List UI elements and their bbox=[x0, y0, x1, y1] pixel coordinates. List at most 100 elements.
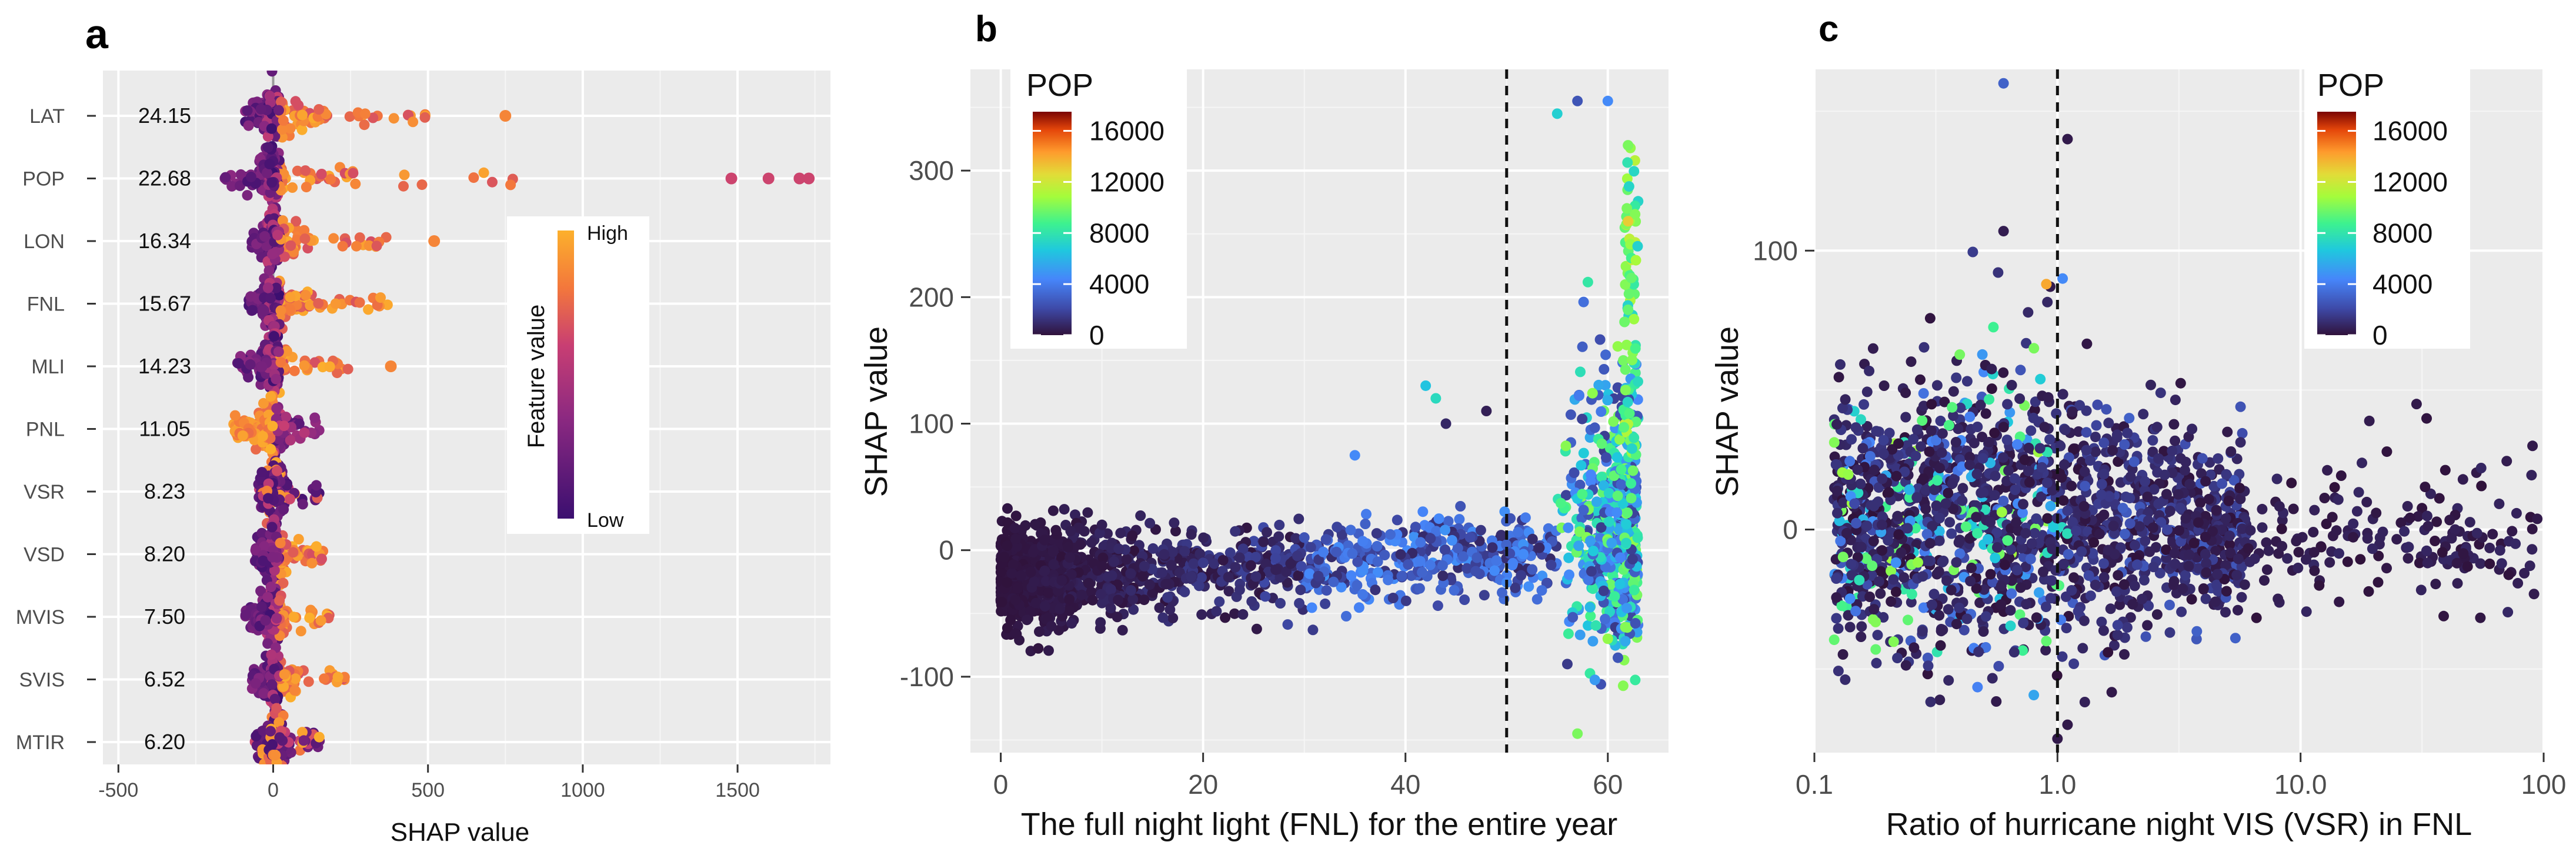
panel-b-point bbox=[1630, 209, 1641, 220]
shap-point-lat bbox=[276, 96, 286, 108]
panel-b-point bbox=[1048, 559, 1059, 570]
feature-label-vsd: VSD bbox=[24, 544, 65, 566]
panel-b-point bbox=[1320, 534, 1332, 545]
panel-b-point bbox=[1431, 526, 1442, 537]
shap-point-svis bbox=[279, 669, 290, 680]
shap-point-mvis bbox=[256, 602, 267, 612]
shap-point-pnl bbox=[267, 420, 278, 432]
feature-importance-lon: 16.34 bbox=[138, 229, 191, 253]
panel-b-point bbox=[1569, 467, 1580, 479]
panel-b-point bbox=[1620, 636, 1631, 647]
shap-point-fnl bbox=[284, 303, 295, 315]
panel-b-point bbox=[1270, 564, 1282, 575]
panel-c-point bbox=[1935, 415, 1946, 426]
shap-point-mvis bbox=[260, 615, 271, 626]
panel-b-point bbox=[1332, 522, 1343, 533]
panel-c-point bbox=[1961, 376, 1973, 387]
panel-b-y-tick-label: 200 bbox=[909, 282, 954, 312]
panel-b-point bbox=[1159, 549, 1170, 560]
shap-point-pop bbox=[325, 173, 336, 185]
panel-c-point bbox=[1998, 367, 2009, 378]
panel-c-point bbox=[2090, 579, 2101, 590]
panel-b-point bbox=[1217, 554, 1229, 566]
panel-b-point bbox=[1230, 526, 1241, 537]
shap-point-mvis bbox=[304, 612, 315, 623]
panel-a-x-tick-label: 500 bbox=[411, 779, 445, 801]
panel-b-point bbox=[1223, 586, 1234, 597]
shap-point-vsd bbox=[275, 537, 286, 549]
panel-c-point bbox=[1944, 517, 1956, 528]
panel-b-point bbox=[1002, 577, 1013, 588]
panel-b-point bbox=[1097, 552, 1109, 563]
panel-c-point bbox=[1840, 674, 1851, 685]
panel-b-y-tick-label: -100 bbox=[900, 661, 954, 692]
panel-b-point bbox=[1193, 580, 1204, 592]
panel-b-point bbox=[1527, 564, 1538, 575]
panel-b-point bbox=[1336, 529, 1347, 540]
panel-b-point bbox=[1211, 606, 1222, 617]
panel-c-point bbox=[2029, 405, 2040, 415]
panel-b-point bbox=[1156, 567, 1167, 578]
shap-point-lon bbox=[285, 240, 296, 251]
panel-b-point bbox=[1336, 582, 1347, 593]
panel-b-point bbox=[1622, 507, 1633, 518]
shap-point-pnl bbox=[299, 427, 310, 438]
shap-point-pop bbox=[245, 171, 256, 182]
panel-b-point bbox=[1564, 569, 1574, 580]
shap-point-lat bbox=[313, 104, 325, 115]
shap-point-mtir bbox=[267, 739, 278, 750]
panel-a-background bbox=[103, 71, 830, 764]
panel-b-point bbox=[1372, 540, 1383, 552]
panel-b-point bbox=[1296, 561, 1307, 572]
panel-b-point bbox=[1425, 533, 1436, 544]
panel-b-point bbox=[1166, 560, 1177, 571]
panel-b-point bbox=[1440, 524, 1451, 536]
panel-b-point bbox=[1629, 166, 1640, 177]
panel-b-point bbox=[1590, 620, 1601, 631]
shap-point-mli bbox=[275, 357, 286, 368]
panel-b-point bbox=[1002, 503, 1013, 514]
panel-b-legend-tick-label: 12000 bbox=[1089, 166, 1164, 197]
shap-point-vsd bbox=[306, 557, 318, 569]
panel-c-point bbox=[2138, 574, 2150, 586]
panel-b-point bbox=[1196, 572, 1207, 583]
panel-c-point bbox=[1943, 675, 1954, 686]
shap-point-lat bbox=[264, 91, 275, 102]
panel-b-point bbox=[1094, 527, 1105, 539]
panel-b-point bbox=[1357, 589, 1368, 600]
panel-b-point bbox=[1626, 478, 1637, 489]
panel-b-point bbox=[1372, 567, 1383, 578]
panel-c-point bbox=[1829, 451, 1840, 462]
panel-label-c: c bbox=[1818, 9, 1838, 49]
shap-point-lon bbox=[328, 233, 339, 244]
panel-b-point bbox=[1563, 522, 1574, 533]
panel-b-point bbox=[1346, 570, 1357, 581]
shap-point-mtir bbox=[270, 750, 281, 761]
panel-b-point bbox=[1632, 532, 1643, 543]
shap-point-mvis bbox=[265, 582, 276, 593]
panel-b-point bbox=[1371, 528, 1382, 539]
panel-c-points bbox=[1828, 78, 2543, 744]
panel-b-point bbox=[1633, 376, 1643, 387]
shap-point-svis bbox=[319, 673, 330, 684]
panel-b-point bbox=[1095, 617, 1106, 628]
panel-b-point bbox=[1630, 674, 1641, 686]
panel-b-point bbox=[1513, 527, 1524, 538]
shap-point-mvis bbox=[262, 592, 273, 603]
panel-b-point bbox=[1575, 366, 1586, 377]
panel-b-point bbox=[1293, 570, 1304, 581]
panel-b-point bbox=[1246, 596, 1257, 607]
panel-b-point bbox=[1127, 530, 1138, 541]
panel-b-point bbox=[1615, 552, 1626, 563]
panel-b-point bbox=[1606, 537, 1617, 549]
panel-c-point bbox=[2090, 432, 2101, 443]
panel-b-point bbox=[1587, 636, 1599, 647]
panel-b-point bbox=[1056, 575, 1067, 586]
panel-b-point bbox=[1234, 584, 1245, 596]
panel-b-point bbox=[1139, 594, 1150, 606]
panel-b-point bbox=[1248, 536, 1259, 547]
panel-b-point bbox=[1622, 396, 1633, 407]
